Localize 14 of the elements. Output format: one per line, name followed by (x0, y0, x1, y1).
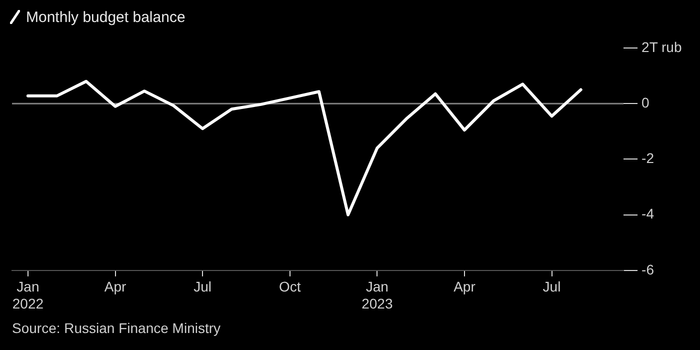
x-tick-label: Jul (542, 278, 561, 295)
chart-title: Monthly budget balance (26, 8, 186, 26)
y-tick-label: 2T rub (642, 38, 682, 55)
x-tick-label: Apr (104, 278, 126, 295)
y-tick-label: -4 (642, 206, 654, 222)
x-tick-label: Jul (194, 278, 212, 295)
x-tick-label: Jan 2023 (362, 278, 393, 312)
x-tick-label: Jan 2022 (12, 278, 44, 312)
y-tick-label: 0 (642, 94, 650, 110)
x-tick-label: Oct (278, 278, 301, 295)
x-tick-label: Apr (454, 278, 476, 295)
y-tick-label: -2 (642, 150, 654, 166)
source-note: Source: Russian Finance Ministry (12, 320, 221, 336)
y-tick-label: -6 (642, 261, 654, 278)
